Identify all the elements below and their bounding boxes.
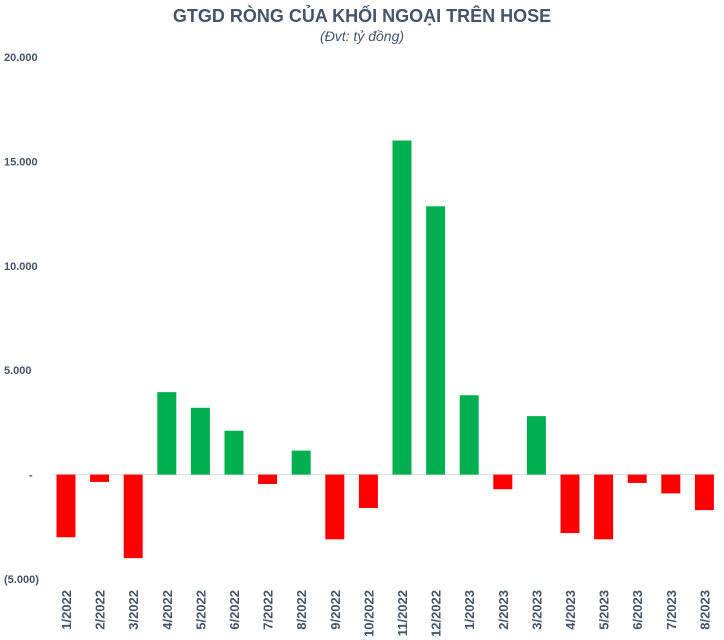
bar-8-2023 — [694, 474, 714, 511]
bar-4-2023 — [560, 474, 580, 534]
bar-1-2022 — [56, 474, 76, 538]
x-tick-label: 6/2023 — [630, 590, 645, 630]
chart-subtitle: (Đvt: tỷ đồng) — [319, 28, 405, 44]
x-tick-label: 4/2022 — [160, 590, 175, 630]
bar-2-2023 — [493, 474, 513, 490]
x-tick-label: 7/2023 — [664, 590, 679, 630]
x-tick-label: 2/2022 — [93, 590, 108, 630]
x-tick-label: 8/2023 — [697, 590, 712, 630]
x-tick-label: 5/2023 — [597, 590, 612, 630]
x-tick-label: 8/2022 — [294, 590, 309, 630]
x-tick-label: 1/2022 — [59, 590, 74, 630]
bar-9-2022 — [325, 474, 345, 540]
x-tick-label: 6/2022 — [227, 590, 242, 630]
y-tick-label: (5.000) — [4, 574, 39, 586]
bar-5-2023 — [594, 474, 614, 540]
x-tick-label: 3/2023 — [529, 590, 544, 630]
x-tick-label: 3/2022 — [126, 590, 141, 630]
chart-title: GTGD RÒNG CỦA KHỐI NGOẠI TRÊN HOSE — [172, 6, 552, 26]
bar-2-2022 — [90, 474, 110, 482]
y-tick-label: - — [29, 470, 33, 482]
x-tick-label: 2/2023 — [496, 590, 511, 630]
x-tick-label: 7/2022 — [261, 590, 276, 630]
bar-5-2022 — [190, 407, 210, 475]
bar-3-2023 — [526, 416, 546, 475]
x-tick-label: 12/2022 — [429, 590, 444, 637]
bar-6-2022 — [224, 430, 244, 475]
y-tick-label: 20.000 — [4, 52, 38, 64]
x-tick-label: 4/2023 — [563, 590, 578, 630]
x-tick-label: 9/2022 — [328, 590, 343, 630]
bar-11-2022 — [392, 140, 412, 475]
x-tick-label: 1/2023 — [462, 590, 477, 630]
bar-7-2022 — [258, 474, 278, 484]
bar-1-2023 — [459, 395, 479, 475]
x-tick-label: 10/2022 — [361, 590, 376, 637]
bar-7-2023 — [661, 474, 681, 494]
bar-12-2022 — [426, 206, 446, 475]
y-tick-label: 15.000 — [4, 156, 38, 168]
bar-10-2022 — [358, 474, 378, 509]
bar-4-2022 — [157, 392, 177, 475]
x-tick-label: 5/2022 — [193, 590, 208, 630]
bar-6-2023 — [627, 474, 647, 483]
y-tick-label: 10.000 — [4, 261, 38, 273]
bar-3-2022 — [123, 474, 143, 559]
y-tick-label: 5.000 — [4, 365, 32, 377]
bar-8-2022 — [291, 450, 311, 475]
x-tick-label: 11/2022 — [395, 590, 410, 636]
